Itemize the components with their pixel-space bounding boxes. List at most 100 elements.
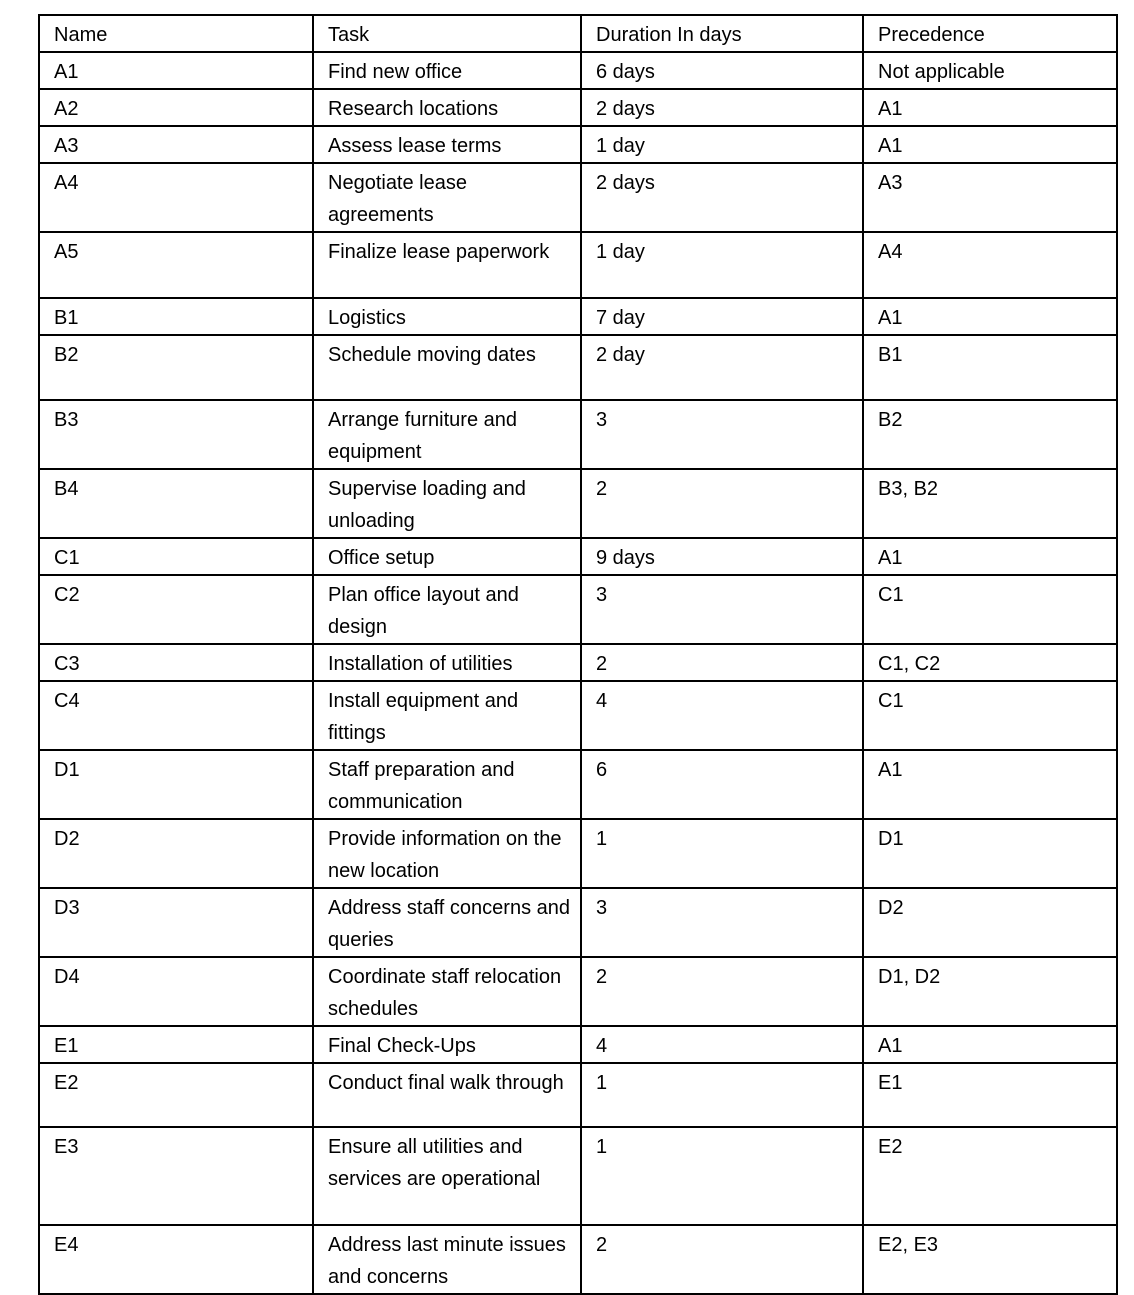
cell-task: Logistics — [312, 297, 582, 336]
header-duration: Duration In days — [580, 14, 864, 53]
cell-name: B1 — [38, 297, 314, 336]
cell-precedence: C1 — [862, 680, 1118, 751]
cell-task: Negotiate lease agreements — [312, 162, 582, 233]
cell-precedence: B3, B2 — [862, 468, 1118, 539]
cell-duration: 4 — [580, 1025, 864, 1064]
cell-precedence: A3 — [862, 162, 1118, 233]
cell-duration: 2 day — [580, 334, 864, 401]
table-row: E4 Address last minute issues and concern… — [38, 1224, 1118, 1295]
cell-task: Final Check-Ups — [312, 1025, 582, 1064]
cell-name: A2 — [38, 88, 314, 127]
table-row: E3 Ensure all utilities and services are … — [38, 1126, 1118, 1226]
cell-task: Research locations — [312, 88, 582, 127]
cell-precedence: C1, C2 — [862, 643, 1118, 682]
cell-duration: 1 — [580, 1126, 864, 1226]
cell-duration: 2 — [580, 643, 864, 682]
task-table: Name Task Duration In days Precedence A1… — [38, 14, 1118, 1295]
cell-task: Supervise loading and unloading — [312, 468, 582, 539]
cell-duration: 3 — [580, 574, 864, 645]
cell-name: A1 — [38, 51, 314, 90]
cell-precedence: D2 — [862, 887, 1118, 958]
table-row: D3 Address staff concerns and queries 3 D2 — [38, 887, 1118, 958]
cell-name: B4 — [38, 468, 314, 539]
cell-name: D3 — [38, 887, 314, 958]
cell-task: Installation of utilities — [312, 643, 582, 682]
cell-precedence: B2 — [862, 399, 1118, 470]
cell-duration: 1 — [580, 1062, 864, 1128]
cell-precedence: C1 — [862, 574, 1118, 645]
table-row: A1 Find new office 6 days Not applicable — [38, 51, 1118, 90]
cell-precedence: A1 — [862, 88, 1118, 127]
cell-name: B3 — [38, 399, 314, 470]
cell-duration: 2 days — [580, 162, 864, 233]
cell-name: A4 — [38, 162, 314, 233]
cell-duration: 2 — [580, 468, 864, 539]
cell-duration: 3 — [580, 399, 864, 470]
cell-precedence: E2 — [862, 1126, 1118, 1226]
table-row: A4 Negotiate lease agreements 2 days A3 — [38, 162, 1118, 233]
cell-name: C4 — [38, 680, 314, 751]
cell-task: Plan office layout and design — [312, 574, 582, 645]
cell-name: B2 — [38, 334, 314, 401]
cell-task: Assess lease terms — [312, 125, 582, 164]
cell-precedence: Not applicable — [862, 51, 1118, 90]
cell-name: E1 — [38, 1025, 314, 1064]
cell-name: E3 — [38, 1126, 314, 1226]
cell-name: A3 — [38, 125, 314, 164]
cell-duration: 4 — [580, 680, 864, 751]
cell-duration: 1 — [580, 818, 864, 889]
cell-duration: 2 — [580, 956, 864, 1027]
table-row: D1 Staff preparation and communication 6 A1 — [38, 749, 1118, 820]
cell-duration: 6 — [580, 749, 864, 820]
cell-name: D4 — [38, 956, 314, 1027]
table-row: B2 Schedule moving dates 2 day B1 — [38, 334, 1118, 401]
table-row: D2 Provide information on the new locatio… — [38, 818, 1118, 889]
cell-precedence: D1, D2 — [862, 956, 1118, 1027]
table-row: B1 Logistics 7 day A1 — [38, 297, 1118, 336]
cell-precedence: A1 — [862, 537, 1118, 576]
cell-precedence: A4 — [862, 231, 1118, 299]
cell-name: E2 — [38, 1062, 314, 1128]
table-row: C2 Plan office layout and design 3 C1 — [38, 574, 1118, 645]
table-row: B4 Supervise loading and unloading 2 B3, B2 — [38, 468, 1118, 539]
cell-task: Ensure all utilities and services are op… — [312, 1126, 582, 1226]
cell-duration: 2 days — [580, 88, 864, 127]
cell-name: E4 — [38, 1224, 314, 1295]
cell-task: Finalize lease paperwork — [312, 231, 582, 299]
cell-precedence: A1 — [862, 749, 1118, 820]
cell-precedence: A1 — [862, 1025, 1118, 1064]
cell-task: Schedule moving dates — [312, 334, 582, 401]
cell-task: Arrange furniture and equipment — [312, 399, 582, 470]
table-row: C4 Install equipment and fittings 4 C1 — [38, 680, 1118, 751]
cell-task: Conduct final walk through — [312, 1062, 582, 1128]
cell-task: Staff preparation and communication — [312, 749, 582, 820]
cell-duration: 2 — [580, 1224, 864, 1295]
table-row: D4 Coordinate staff relocation schedules 2… — [38, 956, 1118, 1027]
header-name: Name — [38, 14, 314, 53]
cell-task: Office setup — [312, 537, 582, 576]
cell-duration: 1 day — [580, 231, 864, 299]
table-row: A5 Finalize lease paperwork 1 day A4 — [38, 231, 1118, 299]
cell-duration: 3 — [580, 887, 864, 958]
cell-name: C3 — [38, 643, 314, 682]
cell-name: C2 — [38, 574, 314, 645]
cell-precedence: A1 — [862, 297, 1118, 336]
header-precedence: Precedence — [862, 14, 1118, 53]
header-task: Task — [312, 14, 582, 53]
table-row: E2 Conduct final walk through 1 E1 — [38, 1062, 1118, 1128]
cell-task: Address staff concerns and queries — [312, 887, 582, 958]
cell-precedence: B1 — [862, 334, 1118, 401]
cell-precedence: A1 — [862, 125, 1118, 164]
cell-duration: 1 day — [580, 125, 864, 164]
cell-task: Provide information on the new location — [312, 818, 582, 889]
cell-precedence: E1 — [862, 1062, 1118, 1128]
cell-precedence: E2, E3 — [862, 1224, 1118, 1295]
table-row: E1 Final Check-Ups 4 A1 — [38, 1025, 1118, 1064]
cell-duration: 6 days — [580, 51, 864, 90]
cell-task: Coordinate staff relocation schedules — [312, 956, 582, 1027]
cell-duration: 7 day — [580, 297, 864, 336]
table-row: C3 Installation of utilities 2 C1, C2 — [38, 643, 1118, 682]
cell-name: A5 — [38, 231, 314, 299]
cell-task: Address last minute issues and concerns — [312, 1224, 582, 1295]
cell-task: Install equipment and fittings — [312, 680, 582, 751]
